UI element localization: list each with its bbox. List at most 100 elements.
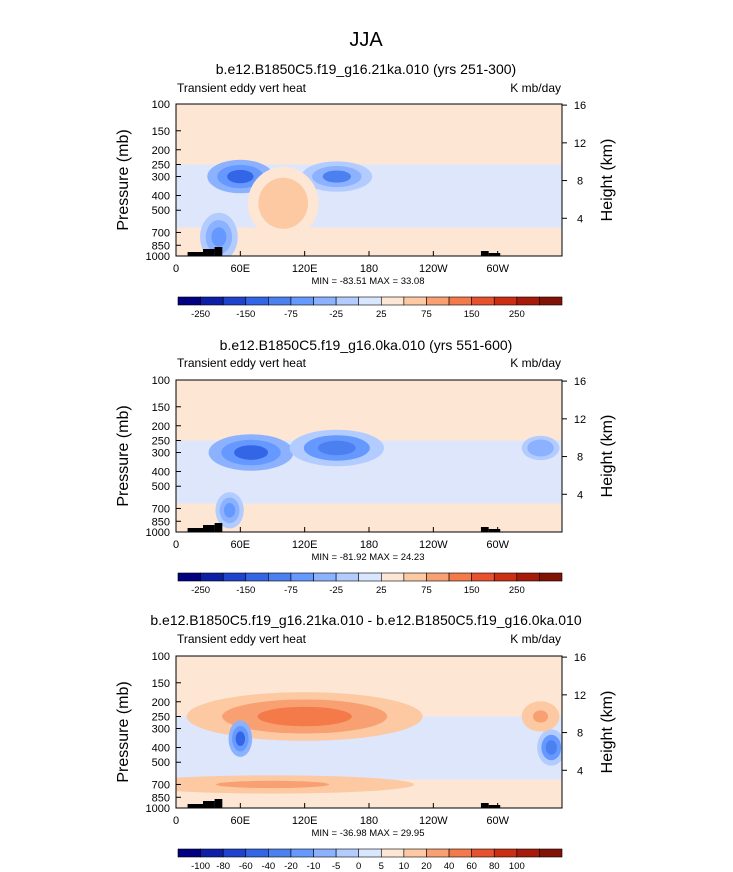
colorbar-swatch bbox=[200, 296, 224, 306]
colorbar-swatch bbox=[358, 296, 382, 306]
right-tick-label: 12 bbox=[574, 690, 586, 702]
colorbar-swatch bbox=[245, 296, 269, 306]
topography-mask bbox=[187, 804, 204, 808]
colorbar-swatch bbox=[426, 296, 450, 306]
y-tick-label: 250 bbox=[152, 435, 170, 447]
panel-title: b.e12.B1850C5.f19_g16.0ka.010 (yrs 551-6… bbox=[220, 337, 513, 353]
contour-features bbox=[208, 429, 560, 529]
right-tick-label: 16 bbox=[574, 100, 586, 112]
y-tick-label: 300 bbox=[152, 172, 170, 184]
colorbar-swatch bbox=[177, 572, 201, 582]
colorbar-label: -20 bbox=[284, 861, 298, 872]
colorbar-swatch bbox=[200, 848, 224, 858]
x-tick-label: 120W bbox=[419, 539, 448, 551]
colorbar-label: 75 bbox=[421, 309, 432, 320]
colorbar-swatch bbox=[493, 848, 518, 858]
y-tick-label: 1000 bbox=[146, 527, 170, 539]
colorbar-label: -75 bbox=[284, 585, 298, 596]
x-tick-label: 60E bbox=[231, 263, 251, 275]
y-axis-label-right: Height (km) bbox=[599, 139, 616, 222]
colorbar: -100 -80 -60 -40 -20 -10 -5 0 5 10 20 40 60 80 100 bbox=[177, 848, 563, 872]
negative-contour bbox=[223, 503, 236, 518]
colorbar-label: 80 bbox=[489, 861, 500, 872]
y-tick-label: 300 bbox=[152, 448, 170, 460]
colorbar-label: 25 bbox=[376, 585, 387, 596]
colorbar-swatch bbox=[335, 572, 360, 582]
y-tick-label: 200 bbox=[152, 697, 170, 709]
right-tick-label: 8 bbox=[577, 728, 583, 740]
topography-mask bbox=[480, 251, 489, 256]
colorbar-swatch bbox=[335, 848, 360, 858]
topography-mask bbox=[488, 253, 501, 256]
units-label: K mb/day bbox=[510, 356, 561, 370]
y-tick-label: 400 bbox=[152, 467, 170, 479]
x-tick-label: 120E bbox=[292, 815, 318, 827]
colorbar-swatch bbox=[268, 572, 292, 582]
x-tick-label: 180 bbox=[360, 539, 378, 551]
colorbar-swatch bbox=[493, 296, 518, 306]
y-tick-label: 100 bbox=[152, 375, 170, 387]
colorbar-swatch bbox=[335, 296, 360, 306]
positive-contour bbox=[215, 780, 330, 789]
y-tick-label: 850 bbox=[152, 792, 170, 804]
right-tick-label: 4 bbox=[577, 489, 583, 501]
colorbar-swatch bbox=[471, 296, 495, 306]
units-label: K mb/day bbox=[510, 81, 561, 95]
colorbar-swatch bbox=[222, 296, 247, 306]
negative-contour bbox=[227, 169, 254, 184]
colorbar-label: -10 bbox=[307, 861, 321, 872]
colorbar-label: 250 bbox=[509, 309, 525, 320]
x-tick-label: 120E bbox=[292, 263, 318, 275]
right-tick-label: 8 bbox=[577, 176, 583, 188]
colorbar-label: -250 bbox=[191, 585, 210, 596]
units-label: K mb/day bbox=[510, 632, 561, 646]
colorbar-label: -80 bbox=[216, 861, 230, 872]
colorbar-swatch bbox=[516, 296, 540, 306]
topography-mask bbox=[203, 525, 215, 532]
colorbar-swatch bbox=[448, 572, 472, 582]
colorbar-label: 150 bbox=[464, 585, 480, 596]
colorbar-swatch bbox=[290, 296, 314, 306]
y-tick-label: 100 bbox=[152, 651, 170, 663]
x-tick-label: 0 bbox=[173, 539, 179, 551]
colorbar-label: -40 bbox=[261, 861, 275, 872]
colorbar-swatch bbox=[380, 572, 405, 582]
colorbar-label: 150 bbox=[464, 309, 480, 320]
colorbar-swatch bbox=[471, 572, 495, 582]
colorbar-swatch bbox=[222, 572, 247, 582]
contour-features bbox=[200, 159, 373, 256]
colorbar-swatch bbox=[380, 296, 405, 306]
y-tick-label: 250 bbox=[152, 159, 170, 171]
panel-title: b.e12.B1850C5.f19_g16.21ka.010 (yrs 251-… bbox=[216, 61, 516, 77]
colorbar-label: -150 bbox=[236, 309, 255, 320]
colorbar-swatch bbox=[403, 296, 427, 306]
x-tick-label: 120W bbox=[419, 263, 448, 275]
chart-panel-3: b.e12.B1850C5.f19_g16.21ka.010 - b.e12.B… bbox=[115, 612, 616, 872]
topography-mask bbox=[214, 799, 223, 808]
y-axis-label: Pressure (mb) bbox=[115, 129, 132, 230]
x-tick-label: 60E bbox=[231, 539, 251, 551]
y-axis-label-right: Height (km) bbox=[599, 691, 616, 774]
negative-contour bbox=[322, 170, 351, 183]
colorbar-label: 60 bbox=[466, 861, 477, 872]
colorbar-label: 5 bbox=[379, 861, 384, 872]
topography-mask bbox=[480, 527, 489, 532]
x-tick-label: 60W bbox=[486, 815, 509, 827]
colorbar-swatch bbox=[448, 296, 472, 306]
topography-mask bbox=[187, 252, 204, 256]
negative-contour bbox=[235, 731, 246, 746]
positive-contour bbox=[269, 188, 298, 218]
colorbar-label: -250 bbox=[191, 309, 210, 320]
colorbar-label: 25 bbox=[376, 309, 387, 320]
topography-mask bbox=[214, 523, 223, 532]
colorbar-label: 0 bbox=[356, 861, 361, 872]
colorbar-swatch bbox=[200, 572, 224, 582]
colorbar-swatch bbox=[290, 848, 314, 858]
min-max-label: MIN = -83.51 MAX = 33.08 bbox=[311, 276, 424, 287]
colorbar-label: -25 bbox=[329, 309, 343, 320]
y-tick-label: 150 bbox=[152, 402, 170, 414]
variable-label: Transient eddy vert heat bbox=[177, 356, 307, 370]
colorbar-swatch bbox=[448, 848, 472, 858]
x-tick-label: 60W bbox=[486, 539, 509, 551]
